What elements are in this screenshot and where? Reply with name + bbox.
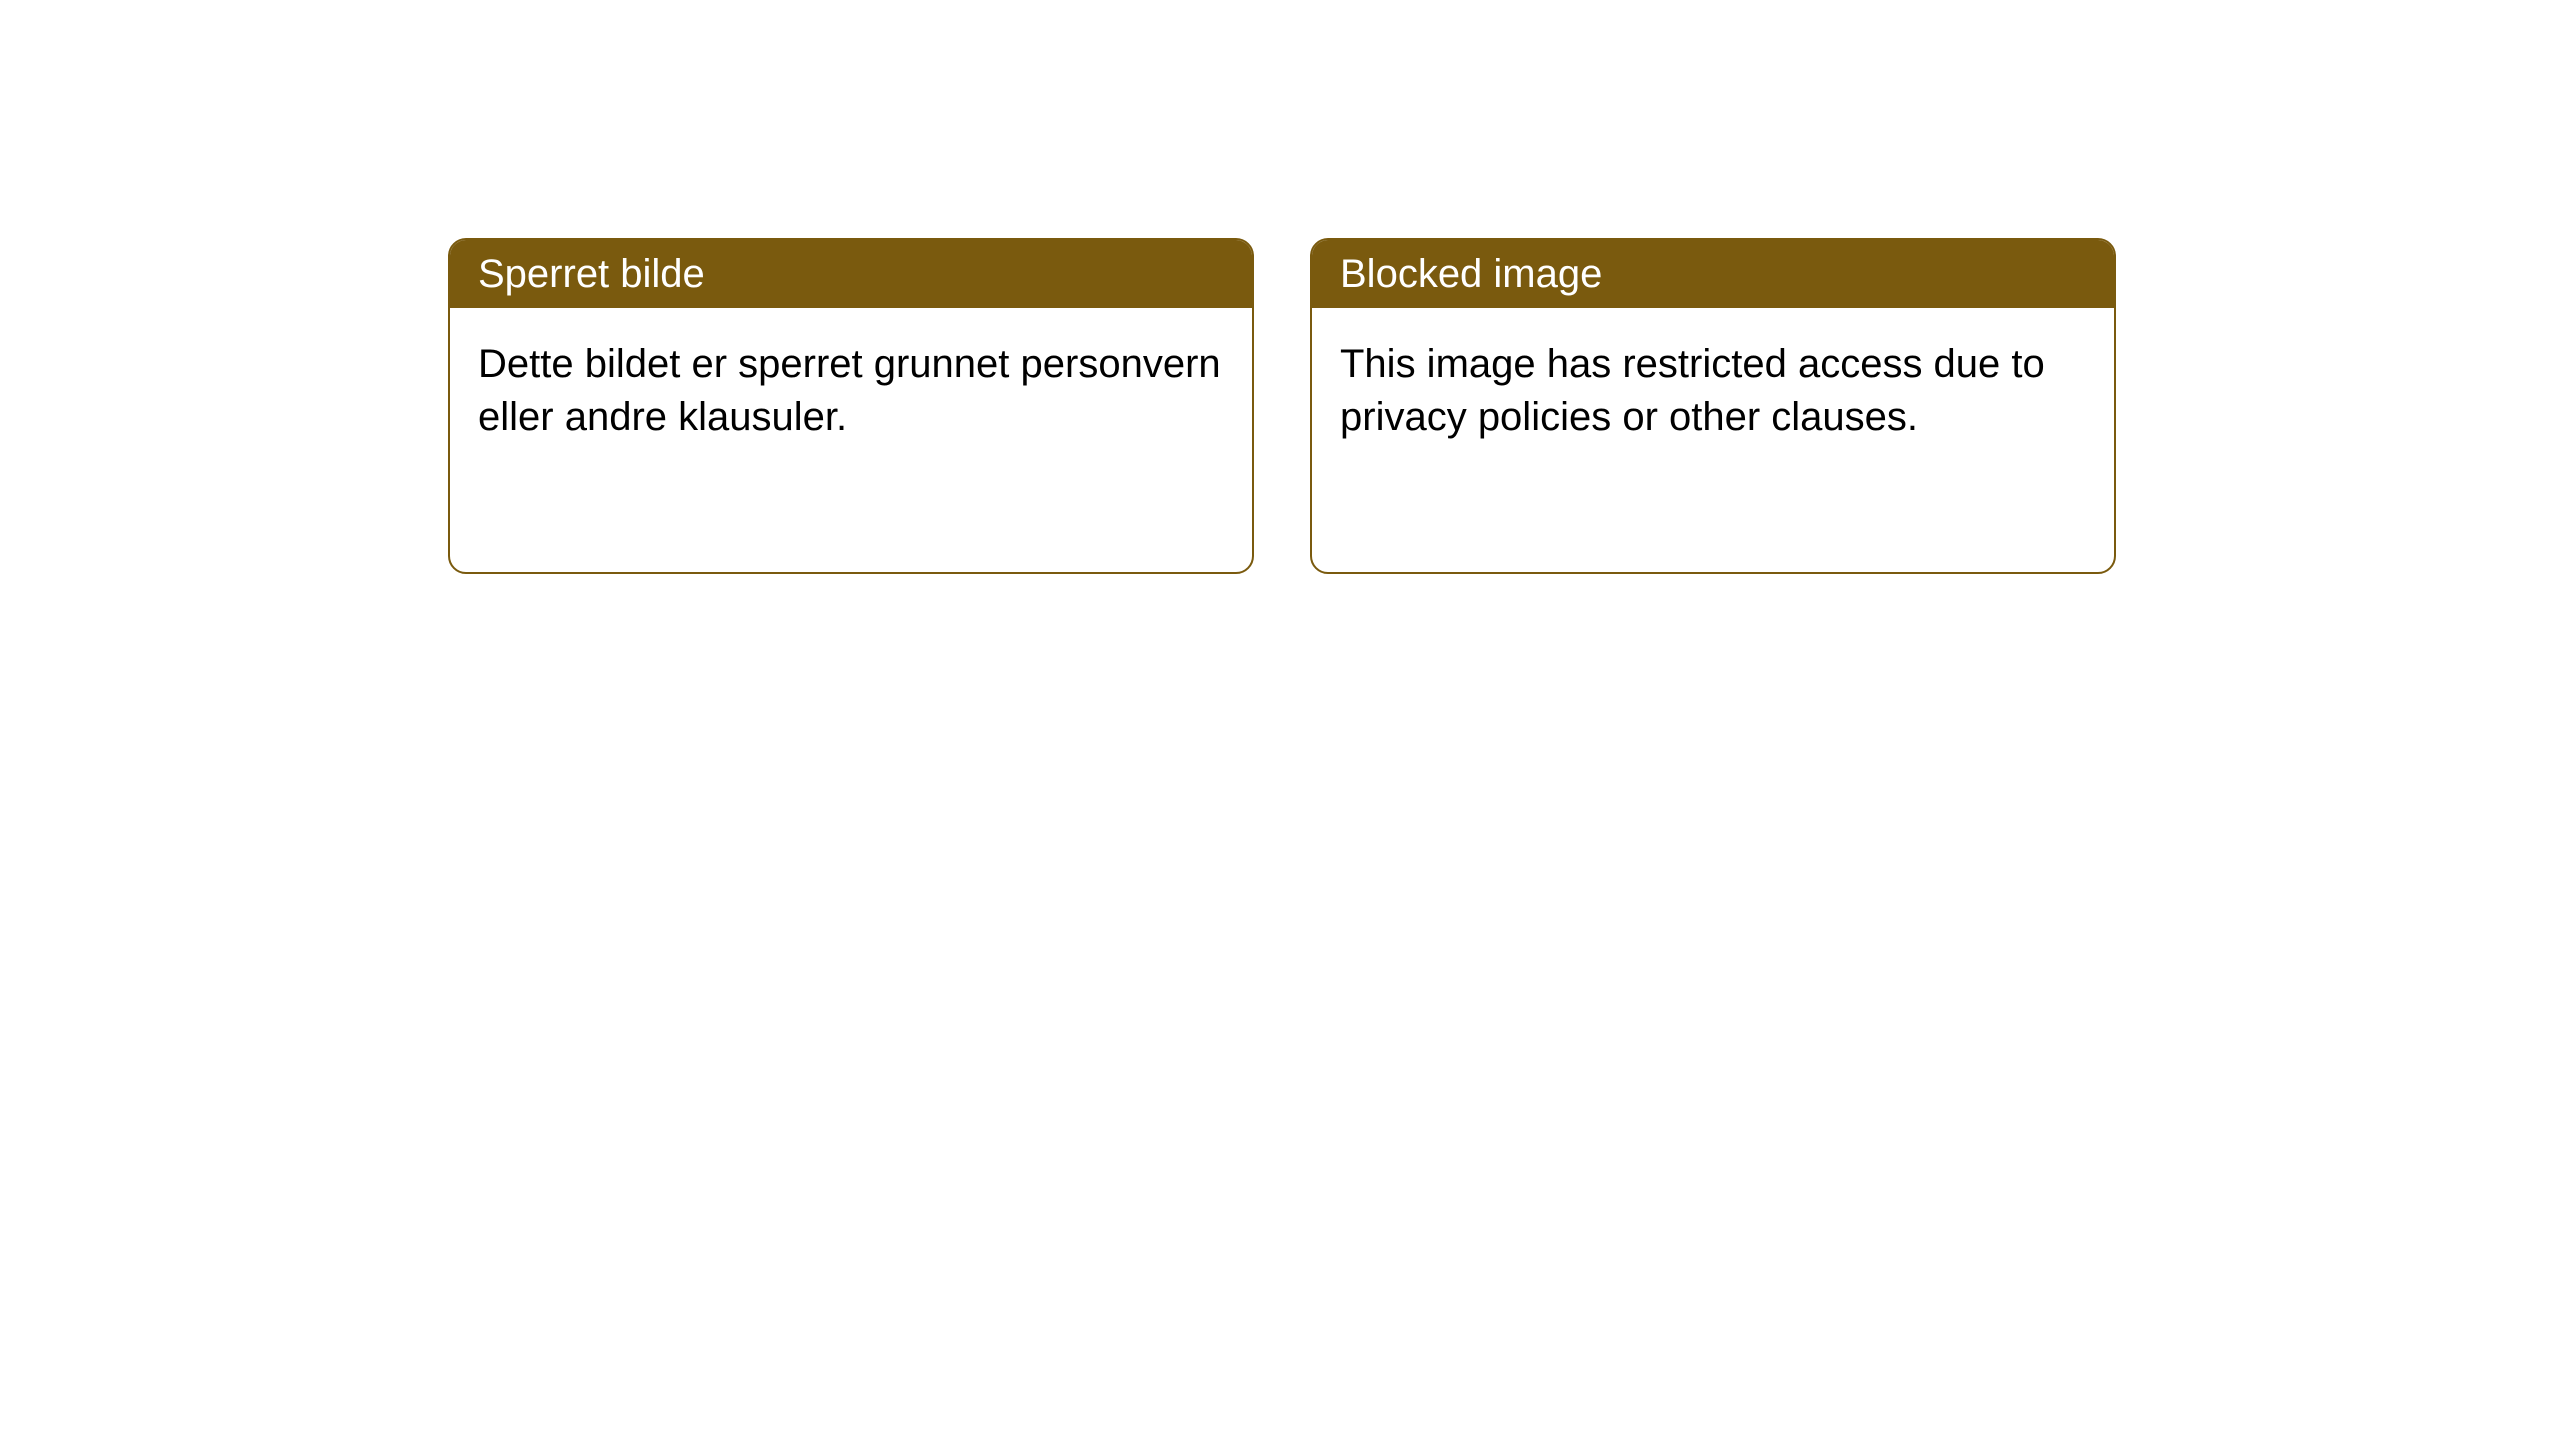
notice-card-english: Blocked image This image has restricted … — [1310, 238, 2116, 574]
notice-body-norwegian: Dette bildet er sperret grunnet personve… — [450, 308, 1252, 474]
notice-card-norwegian: Sperret bilde Dette bildet er sperret gr… — [448, 238, 1254, 574]
notice-title-norwegian: Sperret bilde — [450, 240, 1252, 308]
notice-body-english: This image has restricted access due to … — [1312, 308, 2114, 474]
notice-container: Sperret bilde Dette bildet er sperret gr… — [0, 0, 2560, 574]
notice-title-english: Blocked image — [1312, 240, 2114, 308]
